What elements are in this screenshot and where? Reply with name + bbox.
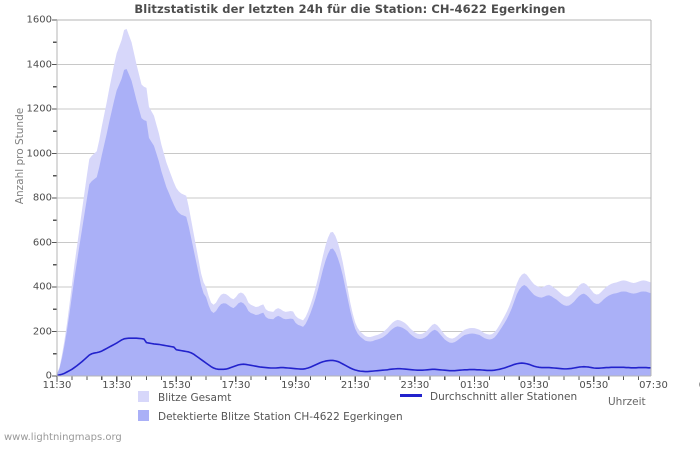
x-tick-label: 19:30 <box>281 380 311 391</box>
legend-item-average: Durchschnitt aller Stationen <box>400 391 577 403</box>
x-tick-label: 07:30 <box>639 380 668 391</box>
site-footer: www.lightningmaps.org <box>4 432 122 443</box>
legend-swatch-detected <box>138 410 149 421</box>
x-tick-label: 01:30 <box>460 380 489 391</box>
legend-label-average: Durchschnitt aller Stationen <box>430 391 578 403</box>
x-tick-label: 11:30 <box>42 380 72 391</box>
y-tick-label: 1400 <box>26 59 52 70</box>
y-tick-label: 600 <box>32 237 52 248</box>
line-series-group <box>56 337 651 377</box>
x-tick-label: 23:30 <box>400 380 430 391</box>
x-tick-label: 05:30 <box>579 380 609 391</box>
legend-swatch-total <box>138 391 149 402</box>
legend-item-detected: Detektierte Blitze Station CH-4622 Egerk… <box>138 410 403 423</box>
y-tick-label: 800 <box>32 192 52 204</box>
x-tick-label: 15:30 <box>161 380 191 391</box>
legend-label-total: Blitze Gesamt <box>158 392 232 404</box>
page-title: Blitzstatistik der letzten 24h für die S… <box>134 2 566 16</box>
x-axis-label: Uhrzeit <box>608 396 646 408</box>
x-tick-label: 13:30 <box>102 380 132 391</box>
legend-item-total: Blitze Gesamt <box>138 391 231 404</box>
y-tick-label: 1200 <box>26 103 52 115</box>
y-tick-label: 200 <box>32 326 52 337</box>
x-tick-label: 21:30 <box>340 380 370 391</box>
y-tick-label: 1600 <box>26 14 52 26</box>
y-tick-label: 1000 <box>26 148 52 159</box>
y-tick-label: 400 <box>32 281 52 293</box>
axis-ticks <box>52 19 640 382</box>
plot-frame <box>56 19 652 377</box>
y-tick-label: 0 <box>45 370 52 382</box>
x-tick-label: 17:30 <box>221 380 251 391</box>
x-tick-label: 03:30 <box>519 380 549 391</box>
legend-label-detected: Detektierte Blitze Station CH-4622 Egerk… <box>158 411 403 423</box>
legend-line-average <box>400 394 422 397</box>
y-axis-tick-labels: 0 200 400 600 800 1000 1200 1400 1600 <box>8 0 52 450</box>
x-tick-label: 09:30 <box>699 380 700 391</box>
area-series-group <box>57 28 651 377</box>
